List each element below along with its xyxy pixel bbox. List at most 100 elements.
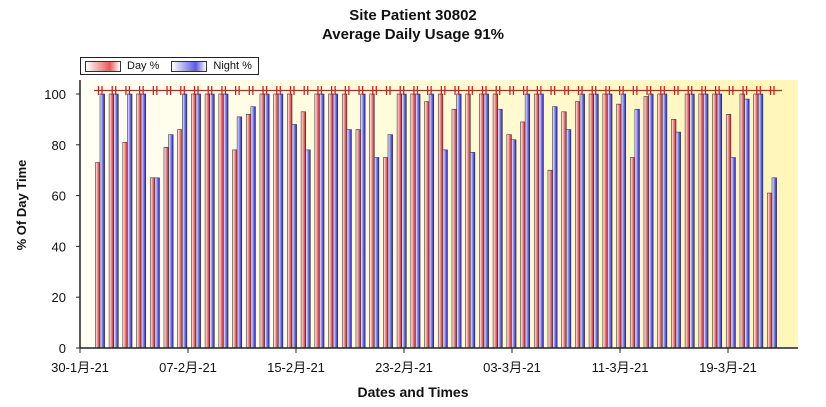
bar-day (561, 111, 567, 349)
bar-night (648, 93, 654, 349)
x-ticks-group: 30-1月-21 07-2月-21 15-2月-21 23-2月-21 03-3月-21… (51, 348, 757, 375)
bar-night (497, 108, 503, 349)
bar-day (602, 93, 608, 349)
x-tick-label: 15-2月-21 (267, 360, 325, 375)
bar-day (492, 93, 499, 349)
x-tick-label: 30-1月-21 (51, 360, 109, 375)
bar-night (223, 93, 229, 349)
bar-day (465, 93, 471, 349)
bar-day (588, 93, 595, 349)
bar-night (250, 106, 256, 349)
y-axis-label: % Of Day Time (14, 160, 29, 251)
bar-day (520, 121, 526, 349)
y-tick-label: 80 (52, 138, 66, 153)
x-tick-label: 23-2月-21 (375, 360, 433, 375)
x-tick-label: 07-2月-21 (159, 360, 217, 375)
bar-day (437, 93, 444, 349)
bar-night (634, 108, 640, 349)
bar-day (753, 93, 759, 349)
top-markers-group (94, 86, 782, 95)
bar-night (538, 93, 544, 349)
x-tick-label: 11-3月-21 (592, 360, 649, 375)
bar-day (300, 111, 307, 349)
bar-night (511, 139, 517, 349)
bar-night (620, 93, 627, 349)
bar-day (232, 149, 238, 349)
bar-night (744, 98, 750, 349)
bar-night (127, 93, 133, 349)
bar-night (415, 93, 421, 349)
bar-day (684, 93, 691, 349)
x-axis-label: Dates and Times (357, 384, 469, 400)
bar-day (149, 177, 156, 349)
y-tick-label: 100 (44, 87, 66, 102)
y-tick-label: 40 (52, 239, 66, 254)
bar-night (181, 93, 188, 349)
bar-night (689, 93, 695, 349)
bar-day (245, 114, 252, 349)
y-tick-label: 60 (52, 189, 66, 204)
bar-night (140, 93, 147, 349)
bar-night (360, 93, 366, 349)
bar-day (575, 101, 581, 349)
bar-night (661, 93, 668, 349)
bar-night (483, 93, 489, 349)
bar-night (346, 129, 352, 349)
y-axis-label-svg: % Of Day Time (14, 160, 29, 251)
bar-night (319, 93, 325, 349)
bar-day (657, 93, 663, 349)
bar-night (99, 93, 105, 349)
bar-night (456, 93, 462, 349)
bar-day (95, 162, 101, 349)
legend-item-night: Night % (171, 60, 252, 72)
bar-night (552, 106, 558, 349)
bar-day (341, 93, 348, 349)
bars-group (95, 93, 777, 349)
bar-day (191, 93, 197, 349)
x-tick-label: 19-3月-21 (699, 360, 757, 375)
bar-day (355, 129, 361, 349)
y-tick-label: 20 (52, 290, 66, 305)
bar-day (643, 96, 649, 349)
bar-night (373, 157, 380, 349)
bar-night (209, 93, 215, 349)
bar-day (424, 101, 430, 349)
bar-night (703, 93, 709, 349)
legend-swatch-day (85, 60, 121, 72)
bar-night (113, 93, 119, 349)
bar-day (259, 93, 265, 349)
bar-night (168, 134, 174, 349)
y-tick-label: 0 (59, 341, 66, 356)
bar-day (122, 141, 128, 349)
bar-day (629, 157, 636, 349)
bar-night (579, 93, 585, 349)
bar-day (739, 93, 745, 349)
bar-night (469, 152, 476, 349)
bar-night (675, 131, 681, 349)
bar-night (565, 129, 572, 349)
bar-night (305, 149, 311, 349)
bar-night (401, 93, 407, 349)
bar-day (177, 129, 183, 349)
bar-day (506, 134, 512, 349)
bar-night (387, 134, 393, 349)
legend-label-day: Day % (127, 60, 160, 72)
bar-night (730, 157, 736, 349)
bar-day (698, 93, 704, 349)
chart-title-block: Site Patient 30802 Average Daily Usage 9… (0, 6, 826, 44)
bar-day (767, 192, 773, 349)
bar-night (593, 93, 599, 349)
bar-day (369, 93, 375, 349)
bar-night (332, 93, 339, 349)
bar-day (314, 93, 320, 349)
bar-night (771, 177, 777, 349)
bar-day (725, 114, 732, 349)
bar-night (524, 93, 531, 349)
bar-day (218, 93, 224, 349)
bar-day (616, 103, 622, 349)
bar-night (442, 149, 448, 349)
bar-night (428, 93, 435, 349)
bar-night (264, 93, 270, 349)
bar-day (712, 93, 718, 349)
bar-night (195, 93, 201, 349)
